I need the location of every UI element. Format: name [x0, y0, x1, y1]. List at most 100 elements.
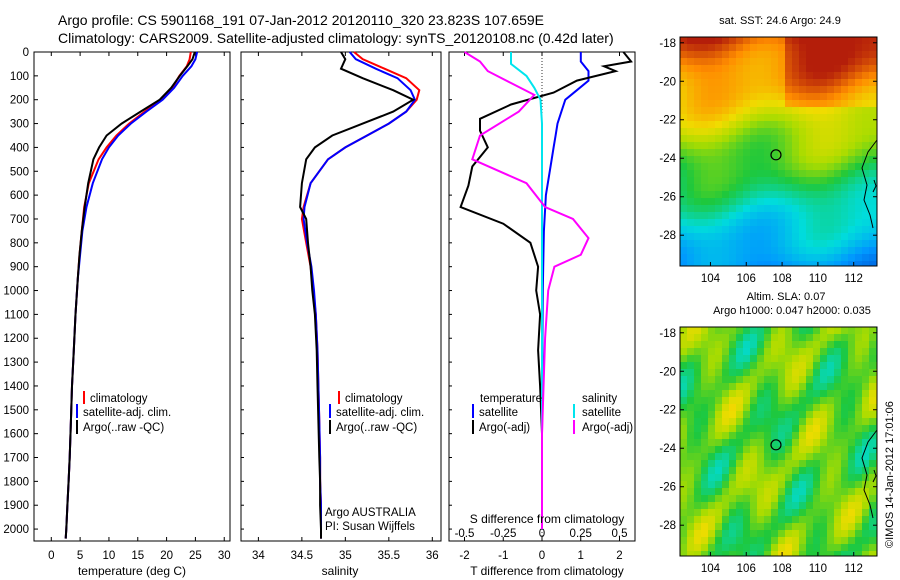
map-cell [722, 404, 729, 411]
map-cell [764, 530, 771, 537]
map-cell [813, 390, 820, 397]
map-cell [855, 142, 862, 149]
map-cell [680, 432, 687, 439]
figure-title-line2: Climatology: CARS2009. Satellite-adjuste… [58, 30, 614, 46]
map-cell [792, 212, 799, 219]
map-ytick-label: -28 [659, 230, 676, 242]
map-cell [827, 212, 834, 219]
map-cell [785, 453, 792, 460]
map-cell [855, 418, 862, 425]
map-cell [764, 93, 771, 100]
figure-title-line1: Argo profile: CS 5901168_191 07-Jan-2012… [58, 12, 544, 28]
map-cell [806, 411, 813, 418]
map-cell [722, 453, 729, 460]
map-cell [764, 149, 771, 156]
map-cell [848, 135, 855, 142]
sst-map-frame [679, 36, 878, 267]
map-cell [680, 481, 687, 488]
map-cell [757, 93, 764, 100]
map-cell [806, 44, 813, 51]
map-cell [722, 261, 729, 266]
map-cell [771, 191, 778, 198]
map-cell [848, 425, 855, 432]
map-cell [869, 247, 876, 254]
map-cell [792, 488, 799, 495]
map-cell [715, 121, 722, 128]
map-cell [729, 79, 736, 86]
map-cell [708, 93, 715, 100]
map-cell [834, 460, 841, 467]
map-ytick-label: -26 [659, 192, 676, 204]
map-cell [701, 135, 708, 142]
map-cell [820, 121, 827, 128]
map-cell [792, 453, 799, 460]
map-cell [701, 177, 708, 184]
map-cell [778, 488, 785, 495]
map-cell [722, 51, 729, 58]
map-cell [820, 184, 827, 191]
map-cell [764, 481, 771, 488]
map-cell [680, 44, 687, 51]
map-cell [694, 86, 701, 93]
map-cell [687, 327, 694, 334]
map-cell [708, 205, 715, 212]
map-cell [848, 44, 855, 51]
map-cell [771, 418, 778, 425]
map-cell [736, 460, 743, 467]
map-cell [729, 72, 736, 79]
map-cell [855, 474, 862, 481]
map-cell [820, 348, 827, 355]
map-cell [680, 376, 687, 383]
map-cell [757, 226, 764, 233]
map-cell [757, 425, 764, 432]
map-cell [764, 334, 771, 341]
map-cell [715, 530, 722, 537]
map-cell [862, 334, 869, 341]
map-cell [757, 551, 764, 556]
map-cell [869, 453, 876, 460]
map-cell [813, 163, 820, 170]
map-cell [687, 191, 694, 198]
map-cell [743, 212, 750, 219]
map-cell [757, 177, 764, 184]
map-cell [743, 530, 750, 537]
map-cell [862, 58, 869, 65]
map-cell [722, 44, 729, 51]
map-cell [687, 254, 694, 261]
map-cell [799, 114, 806, 121]
map-cell [715, 334, 722, 341]
map-cell [806, 481, 813, 488]
map-cell [680, 226, 687, 233]
map-cell [715, 233, 722, 240]
map-cell [820, 474, 827, 481]
map-cell [701, 362, 708, 369]
map-cell [729, 355, 736, 362]
map-cell [869, 362, 876, 369]
map-cell [708, 44, 715, 51]
sla-map-title1: Altim. SLA: 0.07 [747, 291, 826, 303]
map-cell [771, 502, 778, 509]
map-cell [757, 114, 764, 121]
map-cell [848, 163, 855, 170]
map-cell [771, 65, 778, 72]
map-cell [848, 65, 855, 72]
depth-tick-label: 1100 [4, 309, 29, 321]
map-cell [694, 509, 701, 516]
map-cell [757, 446, 764, 453]
map-cell [771, 376, 778, 383]
map-cell [764, 327, 771, 334]
map-cell [750, 439, 757, 446]
map-cell [694, 100, 701, 107]
temperature-series-satellite-adj-clim- [64, 51, 199, 539]
map-cell [680, 142, 687, 149]
map-cell [708, 404, 715, 411]
map-cell [862, 502, 869, 509]
map-cell [855, 37, 862, 44]
map-cell [806, 156, 813, 163]
map-cell [722, 390, 729, 397]
map-cell [778, 254, 785, 261]
map-cell [799, 425, 806, 432]
map-cell [680, 474, 687, 481]
map-cell [694, 502, 701, 509]
map-cell [771, 121, 778, 128]
